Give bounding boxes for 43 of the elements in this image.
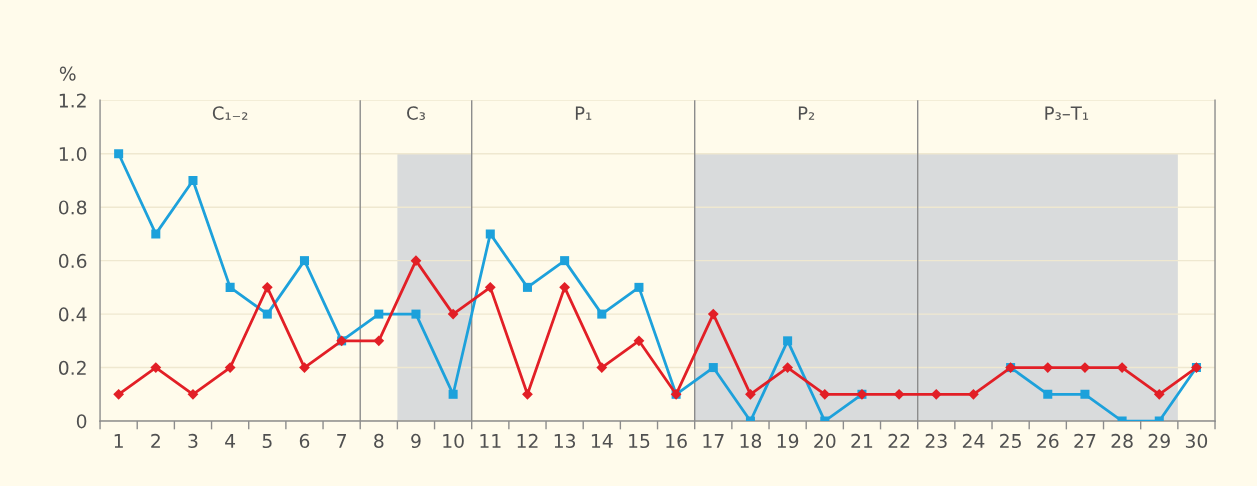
x-tick-label: 26 [1037,433,1059,449]
y-tick-label: 0.6 [58,253,87,269]
y-axis-title: % [59,66,76,81]
x-tick-label: 10 [443,433,464,449]
x-tick-label: 14 [591,434,613,448]
x-tick-label: 8 [374,433,384,449]
y-tick-label: 0.8 [58,200,87,215]
annotation: P₁ [575,106,592,120]
x-tick-label: 4 [225,434,236,448]
y-tick-label: 0.2 [58,360,86,375]
x-tick-label: 3 [188,433,198,449]
annotation: C₁₋₂ [212,106,248,120]
x-tick-label: 9 [411,433,421,449]
x-tick-label: 28 [1111,433,1133,449]
y-tick-label: 0 [76,414,87,429]
x-tick-label: 7 [337,434,346,448]
x-tick-label: 29 [1148,433,1170,449]
x-tick-label: 17 [703,434,724,448]
x-tick-label: 19 [777,433,799,449]
annotation: P₃–T₁ [1045,106,1089,120]
x-tick-label: 5 [262,434,272,449]
x-tick-label: 24 [962,433,985,448]
x-tick-label: 22 [888,433,910,448]
x-tick-label: 1 [114,434,123,448]
x-tick-label: 23 [925,433,947,449]
x-tick-label: 20 [814,433,836,449]
x-tick-label: 18 [740,433,762,449]
y-tick-label: 1.2 [59,93,86,108]
y-tick-label: 1.0 [59,146,87,162]
x-tick-label: 15 [629,434,650,449]
annotation: C₃ [407,106,425,120]
y-tick-label: 0.4 [58,307,87,322]
x-tick-label: 6 [299,433,310,449]
x-tick-label: 25 [1000,433,1021,449]
annotation: P₂ [798,106,815,120]
x-tick-label: 30 [1185,433,1208,449]
x-tick-label: 16 [666,433,687,449]
x-tick-label: 27 [1074,433,1096,448]
x-tick-label: 12 [517,433,538,448]
x-tick-label: 2 [151,433,160,448]
x-tick-label: 11 [480,434,501,448]
x-tick-label: 21 [851,433,873,448]
x-tick-label: 13 [554,433,576,449]
